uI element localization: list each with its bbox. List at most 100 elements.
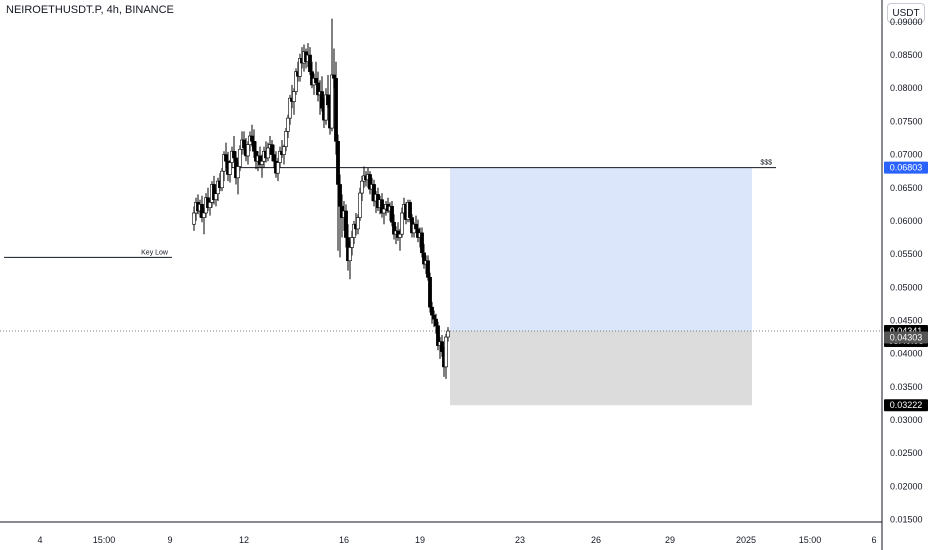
candle-body	[426, 260, 430, 278]
candle	[284, 128, 288, 152]
candle-body	[308, 54, 312, 72]
candle-body	[358, 192, 362, 218]
candle-body	[232, 150, 236, 159]
candle-body	[272, 154, 276, 162]
candle-body	[360, 180, 364, 194]
candle-body	[432, 314, 436, 320]
candle-body	[220, 170, 224, 189]
candle	[316, 71, 320, 102]
candle-body	[270, 144, 274, 155]
candle	[396, 222, 400, 241]
candle-body	[390, 206, 394, 223]
x-tick-label: 26	[591, 535, 601, 545]
candle-body	[332, 74, 336, 79]
x-tick-label: 4	[37, 535, 42, 545]
candle-body	[246, 144, 250, 157]
y-tick-label: 0.06500	[890, 183, 923, 193]
candle-body	[330, 74, 334, 129]
y-tick-label: 0.05500	[890, 249, 923, 259]
candle	[326, 74, 330, 109]
y-tick-label: 0.02500	[890, 448, 923, 458]
candle-body	[228, 162, 232, 175]
candle-body	[382, 208, 386, 214]
candle	[232, 136, 236, 162]
price-tag-bg	[884, 331, 928, 344]
price-tag-label: 0.04303	[890, 333, 923, 343]
candle	[236, 161, 240, 195]
x-tick-label: 9	[167, 535, 172, 545]
candle-body	[260, 160, 264, 165]
x-tick-label: 16	[339, 535, 349, 545]
annotation-label: Key Low	[141, 249, 169, 256]
candle-body	[266, 147, 270, 159]
candle-body	[314, 77, 318, 84]
candle-body	[326, 94, 330, 106]
candle-body	[336, 141, 340, 185]
candle	[298, 53, 302, 82]
price-tag-target: 0.06803	[884, 161, 928, 174]
candle-body	[282, 146, 286, 155]
annotation-lines: Key Low $$$	[0, 160, 882, 332]
candle	[428, 272, 432, 313]
price-tag-bg	[884, 161, 928, 174]
candle-body	[238, 148, 242, 167]
candle	[334, 61, 338, 155]
candle	[286, 114, 290, 138]
candle	[308, 47, 312, 75]
x-tick-label: 12	[239, 535, 249, 545]
candle-body	[202, 212, 206, 218]
candle-body	[420, 232, 424, 254]
candle-body	[276, 162, 280, 174]
candle-body	[338, 184, 342, 207]
candle	[416, 219, 420, 243]
candle	[292, 88, 296, 115]
candle-body	[400, 212, 404, 235]
annotation-label: $$$	[760, 160, 772, 167]
y-tick-label: 0.08000	[890, 83, 923, 93]
candle	[336, 134, 340, 251]
candle	[238, 145, 242, 172]
candle	[356, 214, 360, 235]
candle-body	[252, 141, 256, 152]
price-tag-bg	[884, 399, 928, 412]
candle	[320, 76, 324, 112]
candle-body	[286, 117, 290, 132]
candle-body	[320, 91, 324, 109]
candle-body	[242, 139, 246, 149]
currency-button[interactable]: USDT	[887, 3, 925, 23]
y-tick-label: 0.05000	[890, 282, 923, 292]
candle-body	[208, 202, 212, 208]
x-tick-label: 19	[415, 535, 425, 545]
y-tick-label: 0.08500	[890, 50, 923, 60]
candle	[408, 199, 412, 223]
candle-body	[428, 277, 432, 308]
x-tick-label: 23	[515, 535, 525, 545]
candle	[314, 61, 318, 84]
y-tick-label: 0.03500	[890, 382, 923, 392]
candle	[282, 144, 286, 165]
candle	[228, 159, 232, 183]
candle-body	[214, 193, 218, 200]
position-zones	[450, 167, 752, 406]
candle	[444, 333, 448, 379]
x-tick-label: 15:00	[93, 535, 116, 545]
target-zone	[450, 167, 752, 331]
y-tick-label: 0.01500	[890, 514, 923, 524]
candle	[426, 255, 430, 281]
candle	[446, 327, 450, 342]
candle-body	[434, 318, 438, 327]
candle-body	[348, 247, 352, 262]
candle	[400, 207, 404, 238]
candle	[440, 335, 444, 357]
candle	[368, 171, 372, 195]
candle-body	[224, 154, 228, 162]
y-tick-label: 0.06000	[890, 216, 923, 226]
y-tick-label: 0.07000	[890, 150, 923, 160]
price-tag-stop: 0.03222	[884, 399, 928, 412]
stop-zone	[450, 330, 752, 406]
x-tick-label: 15:00	[799, 535, 822, 545]
candle-body	[444, 336, 448, 368]
